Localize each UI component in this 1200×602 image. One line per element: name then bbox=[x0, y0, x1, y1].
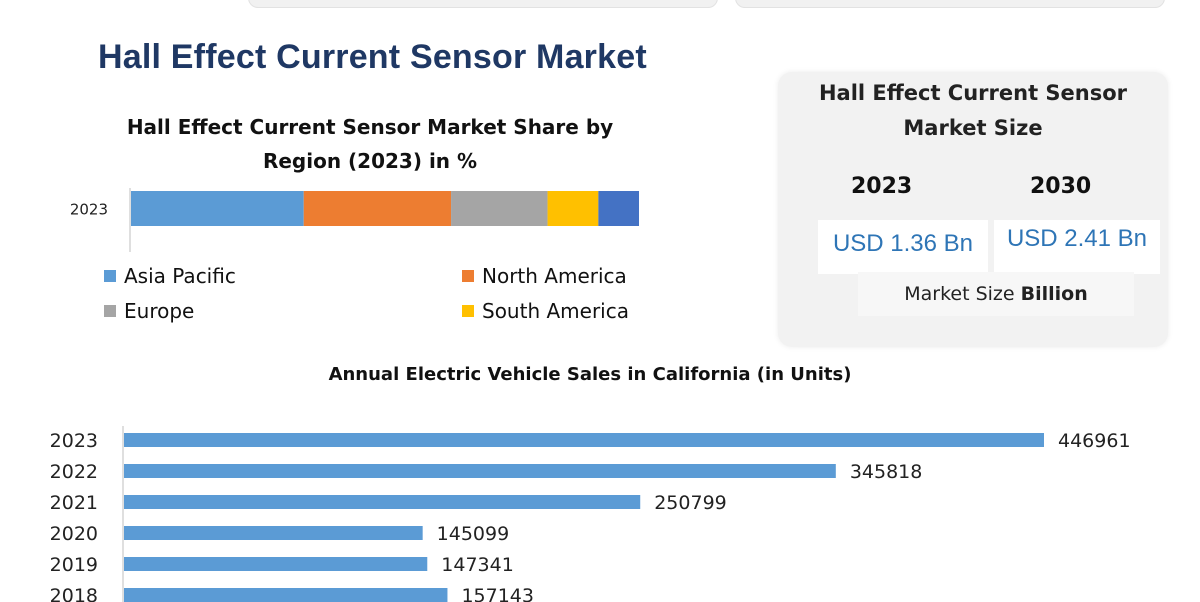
ev-sales-year-label: 2021 bbox=[50, 492, 98, 514]
ev-sales-value-label: 345818 bbox=[850, 461, 923, 483]
region-share-segment-north-america bbox=[303, 191, 452, 226]
ev-sales-value-label: 145099 bbox=[437, 523, 510, 545]
market-size-value-2030: USD 2.41 Bn bbox=[994, 220, 1160, 274]
market-size-year-2030: 2030 bbox=[1030, 174, 1092, 199]
region-share-chart-title: Hall Effect Current Sensor Market Share … bbox=[126, 115, 614, 173]
ev-sales-year-label: 2023 bbox=[50, 430, 98, 452]
legend-item-asia-pacific: Asia Pacific bbox=[104, 264, 236, 288]
ev-sales-chart-title: Annual Electric Vehicle Sales in Califor… bbox=[328, 364, 852, 385]
ev-sales-bar bbox=[124, 433, 1044, 447]
legend-item-europe: Europe bbox=[104, 299, 194, 323]
legend-label-europe: Europe bbox=[124, 299, 195, 323]
ev-sales-year-label: 2019 bbox=[50, 554, 98, 576]
ev-sales-bar bbox=[124, 588, 448, 602]
ev-sales-value-label: 446961 bbox=[1058, 430, 1131, 452]
ev-sales-bar bbox=[124, 495, 641, 509]
legend-label-asia-pacific: Asia Pacific bbox=[124, 264, 236, 288]
market-size-year-2023: 2023 bbox=[851, 174, 913, 199]
market-size-panel: Hall Effect Current Sensor Market Size 2… bbox=[778, 72, 1168, 347]
ev-sales-bar bbox=[124, 526, 423, 540]
region-share-segment-south-america bbox=[547, 191, 599, 226]
top-panel-left-edge bbox=[248, 0, 718, 8]
legend-swatch-asia-pacific bbox=[104, 270, 116, 282]
legend-item-south-america: South America bbox=[462, 299, 629, 323]
market-size-unit-bold: Billion bbox=[1020, 283, 1088, 305]
legend-label-south-america: South America bbox=[482, 299, 629, 323]
ev-sales-value-label: 147341 bbox=[441, 554, 514, 576]
ev-sales-value-label: 250799 bbox=[654, 492, 727, 514]
top-panel-right-edge bbox=[735, 0, 1165, 8]
ev-sales-year-label: 2022 bbox=[50, 461, 98, 483]
region-share-segment-europe bbox=[451, 191, 548, 226]
ev-sales-value-label: 157143 bbox=[461, 585, 534, 602]
region-share-segment-other bbox=[598, 191, 639, 226]
market-size-value-2023: USD 1.36 Bn bbox=[818, 220, 988, 274]
legend-label-north-america: North America bbox=[482, 264, 627, 288]
ev-sales-year-label: 2018 bbox=[50, 585, 98, 602]
legend-swatch-north-america bbox=[462, 270, 474, 282]
legend-swatch-europe bbox=[104, 305, 116, 317]
region-share-segment-asia-pacific bbox=[131, 191, 304, 226]
market-size-unit-prefix: Market Size bbox=[904, 283, 1015, 305]
ev-sales-chart: 2023 446961 2022 345818 2021 250799 2020 145099… bbox=[50, 426, 1131, 602]
ev-sales-bar bbox=[124, 464, 836, 478]
ev-sales-bar bbox=[124, 557, 428, 571]
legend-item-north-america: North America bbox=[462, 264, 627, 288]
region-share-chart: 2023 bbox=[70, 188, 639, 252]
region-share-category-label: 2023 bbox=[70, 201, 108, 219]
legend-swatch-south-america bbox=[462, 305, 474, 317]
page-title: Hall Effect Current Sensor Market bbox=[98, 38, 647, 76]
market-size-title: Hall Effect Current Sensor Market Size bbox=[818, 81, 1128, 140]
market-size-unit: Market Size Billion bbox=[858, 272, 1134, 316]
ev-sales-year-label: 2020 bbox=[50, 523, 98, 545]
